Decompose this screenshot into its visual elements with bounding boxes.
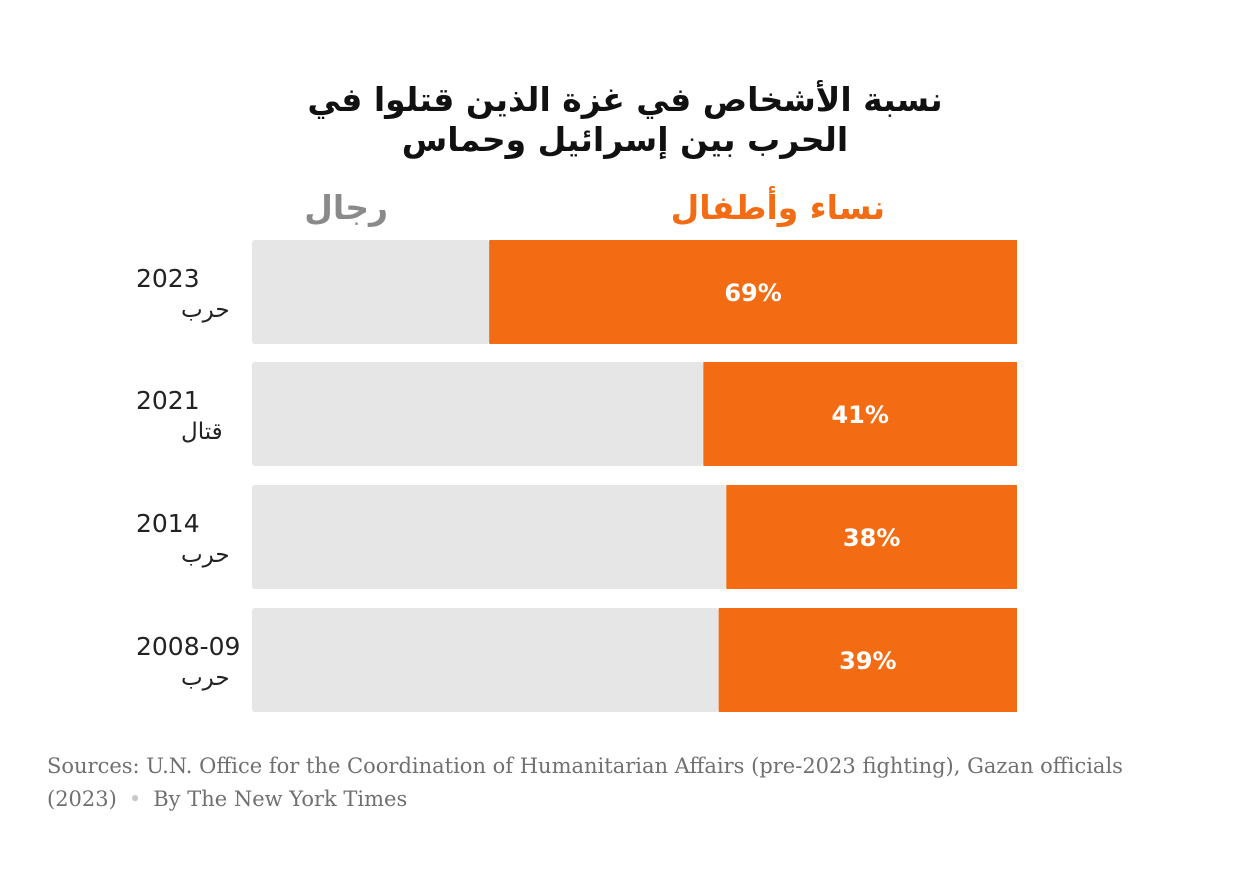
byline: By The New York Times: [153, 787, 408, 811]
value-label-2008-09: 39%: [839, 647, 896, 675]
legend-men: رجال: [304, 188, 388, 227]
category-label-2021: قتال: [181, 419, 223, 445]
bar-women-children-2008-09: [718, 608, 1017, 712]
bar-women-children-2023: [489, 240, 1017, 344]
source-note: Sources: U.N. Office for the Coordinatio…: [47, 750, 1207, 816]
category-label-2008-09: حرب: [181, 665, 230, 691]
year-label-2021: 2021: [136, 386, 200, 415]
value-label-2021: 41%: [831, 401, 888, 429]
year-label-2023: 2023: [136, 264, 200, 293]
category-label-2023: حرب: [181, 297, 230, 323]
value-label-2023: 69%: [724, 279, 781, 307]
source-text: Sources: U.N. Office for the Coordinatio…: [47, 754, 1123, 811]
bar-chart: 69% 2023 حرب 41% 2021 قتال 38% 2014 حرب 39% 2008-0…: [136, 240, 1017, 712]
category-label-2014: حرب: [181, 542, 230, 568]
bar-women-children-2021: [703, 362, 1017, 466]
bar-men-2023: [252, 240, 490, 344]
bar-men-2008-09: [252, 608, 719, 712]
year-label-2014: 2014: [136, 509, 200, 538]
year-label-2008-09: 2008-09: [136, 632, 240, 661]
separator-dot: •: [128, 787, 142, 811]
title-line-2: الحرب بين إسرائيل وحماس: [401, 120, 849, 159]
bar-men-2014: [252, 485, 727, 589]
bar-women-children-2014: [726, 485, 1017, 589]
bar-men-2021: [252, 362, 704, 466]
value-label-2014: 38%: [843, 524, 900, 552]
chart-title: نسبة الأشخاص في غزة الذين قتلوا في الحرب…: [200, 80, 1050, 160]
legend-women-children: نساء وأطفال: [670, 188, 885, 227]
title-line-1: نسبة الأشخاص في غزة الذين قتلوا في: [307, 80, 943, 119]
